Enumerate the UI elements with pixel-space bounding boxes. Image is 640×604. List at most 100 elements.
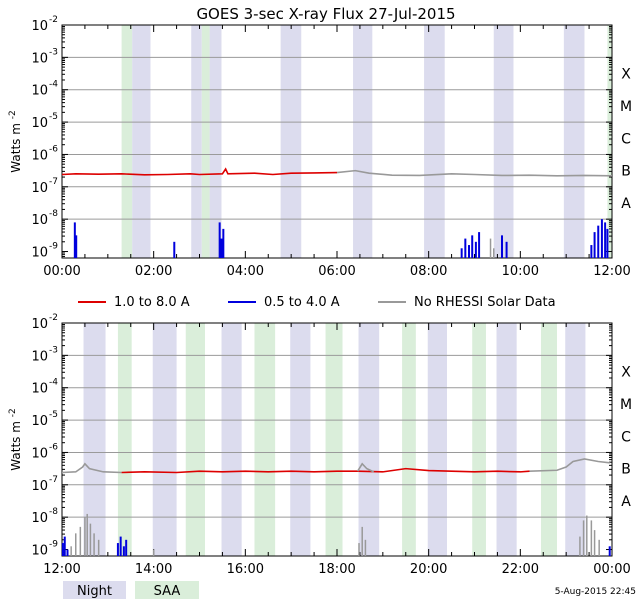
panel-1-night-band	[563, 25, 585, 258]
panel-2-flare-class-C: C	[621, 429, 631, 445]
legend-label-3: No RHESSI Solar Data	[414, 295, 556, 310]
panel-1-night-band	[353, 25, 373, 258]
panel-2-night-band	[290, 323, 311, 556]
panel-1-y-tick-label-exp: -6	[49, 144, 58, 154]
panel-2-y-tick-label-exp: -2	[49, 313, 58, 323]
panel-2-y-tick-label-base: 10	[31, 511, 48, 526]
panel-1-night-band	[424, 25, 445, 258]
panel-2-flare-class-X: X	[621, 365, 631, 381]
panel-1-y-tick-label-base: 10	[31, 148, 48, 163]
panel-2-saa-band	[472, 323, 486, 556]
panel-2-saa-band	[325, 323, 343, 556]
panel-2-y-tick-label-base: 10	[31, 382, 48, 397]
panel-1-y-tick-label-base: 10	[31, 51, 48, 66]
panel-1-y-tick-label-base: 10	[31, 181, 48, 196]
panel-1-y-tick-label-exp: -4	[49, 80, 58, 90]
panel-2-night-band	[427, 323, 447, 556]
panel-2-x-tick-label: 22:00	[502, 562, 539, 577]
panel-1-night-band	[493, 25, 514, 258]
band-legend-saa	[135, 581, 199, 599]
panel-1-y-tick-label-base: 10	[31, 19, 48, 34]
panel-1-flare-class-A: A	[621, 196, 631, 212]
panel-1-y-axis-title: Watts m -2	[8, 110, 23, 172]
generated-timestamp: 5-Aug-2015 22:45	[555, 587, 636, 597]
panel-2-x-tick-label: 12:00	[43, 562, 80, 577]
panel-1-night-band	[132, 25, 151, 258]
panel-2-x-tick-label: 14:00	[135, 562, 172, 577]
panel-2-night-band	[565, 323, 586, 556]
panel-1-night-band	[280, 25, 302, 258]
panel-1-y-tick-label-exp: -9	[49, 242, 58, 252]
panel-2-y-tick-label-exp: -5	[49, 410, 58, 420]
panel-1-y-tick-label-base: 10	[31, 116, 48, 131]
panel-1-flare-class-C: C	[621, 131, 631, 147]
chart-title: GOES 3-sec X-ray Flux 27-Jul-2015	[196, 5, 455, 23]
panel-1-y-tick-label-base: 10	[31, 213, 48, 228]
panel-2-y-tick-label-base: 10	[31, 414, 48, 429]
panel-1-x-tick-label: 04:00	[227, 264, 264, 279]
legend-label-1: 1.0 to 8.0 A	[114, 295, 190, 310]
panel-1-flare-class-B: B	[621, 164, 631, 180]
panel-2-y-axis-title: Watts m -2	[8, 408, 23, 470]
panel-1-long-channel-line	[61, 167, 338, 176]
panel-2-y-tick-label-base: 10	[31, 317, 48, 332]
panel-1-x-tick-label: 06:00	[318, 264, 355, 279]
panel-1-x-tick-label: 10:00	[502, 264, 539, 279]
panel-2-flare-class-B: B	[621, 462, 631, 478]
panel-2-x-tick-label: 16:00	[227, 562, 264, 577]
panel-2-y-tick-label-base: 10	[31, 479, 48, 494]
panel-2-night-band	[152, 323, 177, 556]
band-legend-label-saa: SAA	[154, 584, 181, 599]
panel-2-night-band	[83, 323, 106, 556]
panel-2-y-tick-label-exp: -6	[49, 442, 58, 452]
panel-2-y-tick-label-base: 10	[31, 446, 48, 461]
band-legend-label-night: Night	[77, 584, 112, 599]
panel-1-x-tick-label: 00:00	[43, 264, 80, 279]
panel-1-no-rhessi-line	[336, 169, 613, 177]
panel-2-y-tick-label-exp: -9	[49, 540, 58, 550]
panel-2-night-band	[358, 323, 380, 556]
panel-1-flare-class-X: X	[621, 67, 631, 83]
panel-2-night-band	[496, 323, 517, 556]
panel-1-y-tick-label-exp: -7	[49, 177, 58, 187]
panel-2-no-rhessi-line	[529, 458, 610, 473]
panel-2-y-tick-label-base: 10	[31, 544, 48, 559]
panel-1-x-tick-label: 12:00	[593, 264, 630, 279]
panel-2-saa-band	[185, 323, 205, 556]
panel-2-y-tick-label-exp: -4	[49, 378, 58, 388]
panel-1-y-tick-label-exp: -3	[49, 47, 58, 57]
panel-1-saa-band	[201, 25, 210, 258]
panel-1-night-band	[191, 25, 202, 258]
panel-2-x-tick-label: 20:00	[410, 562, 447, 577]
panel-2-saa-band	[254, 323, 276, 556]
panel-1-saa-band	[607, 25, 612, 258]
panel-2-x-tick-label: 00:00	[593, 562, 630, 577]
panel-1-y-tick-label-base: 10	[31, 84, 48, 99]
panel-2-night-band	[221, 323, 242, 556]
panel-1-flare-class-M: M	[620, 99, 632, 115]
panel-1-y-tick-label-base: 10	[31, 246, 48, 261]
panel-2-saa-band	[117, 323, 132, 556]
panel-2-flare-class-A: A	[621, 494, 631, 510]
panel-2-y-tick-label-exp: -7	[49, 475, 58, 485]
legend-label-2: 0.5 to 4.0 A	[264, 295, 340, 310]
panel-1-x-tick-label: 02:00	[135, 264, 172, 279]
panel-2-no-rhessi-line	[356, 462, 375, 473]
panel-2-saa-band	[540, 323, 557, 556]
panel-2-y-tick-label-exp: -3	[49, 345, 58, 355]
panel-2-flare-class-M: M	[620, 397, 632, 413]
panel-2-no-rhessi-line	[61, 462, 122, 474]
panel-1-night-band	[209, 25, 222, 258]
band-legend-night	[63, 581, 126, 599]
panel-2-y-tick-label-exp: -8	[49, 507, 58, 517]
panel-1-y-tick-label-exp: -5	[49, 112, 58, 122]
panel-1-y-tick-label-exp: -8	[49, 209, 58, 219]
panel-2-long-channel-line	[121, 467, 530, 474]
panel-2-saa-band	[402, 323, 416, 556]
panel-1-saa-band	[121, 25, 133, 258]
panel-2-x-tick-label: 18:00	[318, 562, 355, 577]
panel-2-y-tick-label-base: 10	[31, 349, 48, 364]
panel-1-x-tick-label: 08:00	[410, 264, 447, 279]
